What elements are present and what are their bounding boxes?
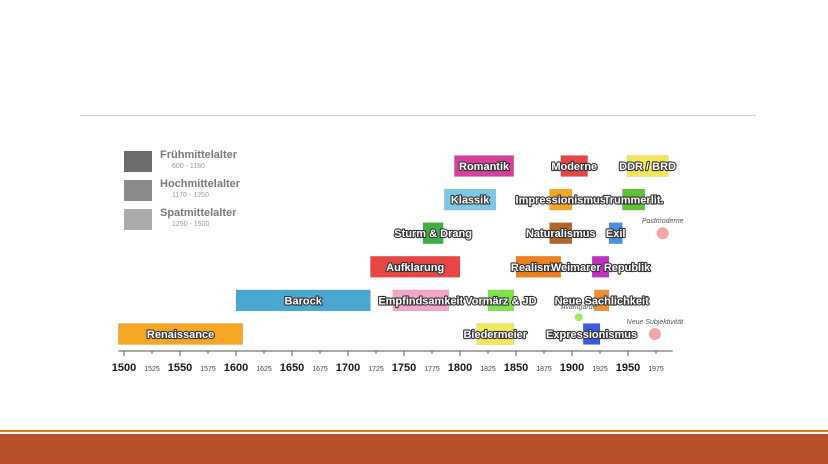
era-point-label: Neue Subjektivität: [627, 319, 684, 326]
x-tick-label: 1850: [504, 362, 528, 374]
era-bar-vorm-rz-jd: [487, 289, 515, 312]
x-tick-label: 1775: [424, 366, 440, 373]
era-label: Neue Sachlichkeit: [555, 295, 649, 307]
era-bar-ddr-brd: [626, 155, 669, 177]
x-tick-label: 1550: [168, 362, 192, 374]
era-point: [648, 328, 661, 340]
era-label: Romantik: [459, 161, 510, 173]
era-bar-naturalismus: [549, 222, 573, 244]
x-tick-label: 1825: [480, 366, 496, 373]
x-tick-label: 1925: [592, 366, 608, 373]
era-point: [656, 227, 669, 240]
era-bar-renaissance: [118, 323, 244, 345]
era-bar-realismus: [515, 255, 562, 278]
x-tick-label: 1800: [448, 362, 472, 374]
x-tick-label: 1575: [200, 366, 216, 373]
era-bar-barock: [235, 289, 371, 312]
era-label: Empfindsamkeit: [378, 295, 463, 307]
legend-name: Hochmittelalter: [160, 178, 241, 190]
x-tick-label: 1600: [224, 362, 248, 374]
era-point-label: Avantgarde: [560, 304, 597, 311]
era-bar-sturm-drang: [422, 222, 444, 244]
x-tick-label: 1700: [336, 362, 360, 374]
x-tick-label: 1975: [648, 366, 664, 373]
footer-accent-line: [0, 430, 828, 432]
legend-range: 1250 - 1500: [172, 221, 210, 228]
era-label: Naturalismus: [526, 228, 596, 240]
era-bar-aufklarung: [370, 255, 461, 278]
era-label: Barock: [285, 295, 323, 307]
footer-bar: [0, 434, 828, 464]
x-tick-label: 1950: [616, 362, 640, 374]
era-label: Renaissance: [147, 329, 214, 341]
legend-swatch: [124, 151, 152, 172]
era-label: Impressionismus: [516, 195, 606, 207]
x-tick-label: 1525: [144, 366, 160, 373]
x-tick-label: 1625: [256, 366, 272, 373]
x-tick-label: 1500: [112, 362, 136, 374]
era-label: Vormärz & JD: [465, 295, 536, 307]
era-bar-neue-sachlichkeit: [594, 289, 610, 312]
x-tick-label: 1725: [368, 366, 384, 373]
era-label: Weimarer Republik: [551, 262, 651, 274]
era-label: Sturm & Drang: [394, 228, 472, 240]
x-tick-label: 1750: [392, 362, 416, 374]
era-label: Aufklarung: [386, 262, 444, 274]
era-label: DDR / BRD: [619, 161, 676, 173]
era-bar-empfindsamkeit: [392, 289, 450, 312]
era-label: Expressionismus: [546, 329, 637, 341]
era-bar-expressionismus: [582, 323, 601, 345]
era-bar-exil: [608, 222, 623, 244]
x-tick-label: 1900: [560, 362, 584, 374]
era-bar-romantik: [454, 155, 515, 177]
legend-range: 1170 - 1250: [172, 192, 209, 199]
x-tick-label: 1650: [280, 362, 304, 374]
top-divider: [80, 115, 756, 116]
era-point-label: Postmoderne: [642, 218, 684, 225]
legend-name: Spatmittelalter: [160, 207, 237, 219]
era-bar-weimarer-republik: [591, 255, 610, 278]
legend-swatch: [124, 209, 152, 230]
legend-range: 600 - 1180: [172, 163, 205, 170]
era-label: Moderne: [551, 161, 597, 173]
era-bar-klassik: [444, 188, 497, 211]
legend-name: Frühmittelalter: [160, 149, 238, 161]
era-label: Klassik: [451, 195, 490, 207]
era-bar-trummerlit: [622, 188, 646, 211]
era-label: Trummerlit.: [604, 195, 664, 207]
x-tick-label: 1875: [536, 366, 552, 373]
era-bar-biedermeier: [476, 323, 515, 345]
x-tick-label: 1675: [312, 366, 328, 373]
era-label: Biedermeier: [463, 329, 527, 341]
era-point: [574, 313, 583, 322]
era-label: Realismus: [511, 262, 566, 274]
legend-swatch: [124, 180, 152, 201]
era-label: Exil: [606, 228, 626, 240]
era-bar-impressionismus: [549, 188, 573, 211]
era-bar-moderne: [560, 155, 588, 177]
